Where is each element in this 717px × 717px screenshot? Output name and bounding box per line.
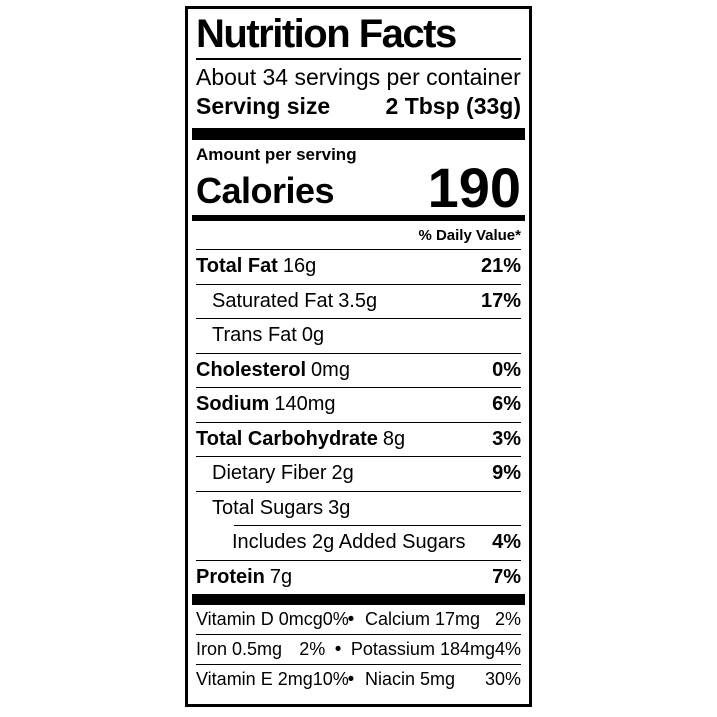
nutrient-name: Sodium — [196, 393, 270, 416]
bullet-icon: • — [347, 669, 355, 690]
nutrient-row-sodium: Sodium 140mg 6% — [196, 387, 521, 422]
nutrient-amount: 8g — [382, 427, 406, 450]
micronutrient-name: Vitamin D 0mcg — [196, 609, 323, 629]
nutrient-amount: 16g — [282, 255, 317, 278]
nutrient-row-saturated-fat: Saturated Fat 3.5g 17% — [196, 283, 521, 319]
nutrient-amount: 2g — [331, 462, 354, 485]
calories-label: Calories — [196, 170, 335, 211]
serving-size-row: Serving size 2 Tbsp (33g) — [196, 92, 521, 128]
nutrient-name-amount: Dietary Fiber 2g — [196, 462, 354, 485]
nutrient-name: Includes 2g Added Sugars — [232, 531, 466, 554]
nutrient-amount: 140mg — [274, 393, 336, 416]
nutrient-name-amount: Total Fat 16g — [196, 255, 316, 278]
micronutrient-row-1: Vitamin D 0mcg 0% • Calcium 17mg 2% — [196, 605, 521, 634]
calories-row: Calories 190 — [196, 156, 521, 219]
micronutrient-name: Niacin 5mg — [365, 669, 456, 689]
micronutrient-name: Vitamin E 2mg — [196, 669, 313, 689]
micronutrient-right: Niacin 5mg 30% — [365, 669, 521, 690]
nutrient-name-amount: Protein 7g — [196, 566, 292, 589]
nutrient-name: Protein — [196, 565, 265, 588]
nutrient-dv: 0% — [492, 358, 521, 381]
micronutrient-left: Vitamin D 0mcg 0% — [196, 609, 349, 630]
nutrient-amount: 0g — [301, 324, 325, 347]
nutrient-dv: 9% — [492, 462, 521, 485]
nutrient-name: Saturated Fat — [212, 289, 334, 312]
nutrient-amount: 7g — [269, 565, 293, 588]
serving-size-label: Serving size — [196, 93, 331, 119]
micronutrient-row-3: Vitamin E 2mg 10% • Niacin 5mg 30% — [196, 664, 521, 694]
nutrient-name: Cholesterol — [196, 358, 307, 381]
nutrient-amount: 3g — [328, 496, 351, 519]
calories-value: 190 — [427, 156, 521, 219]
micronutrient-dv: 0% — [322, 609, 349, 629]
nutrient-name-amount: Saturated Fat 3.5g — [196, 290, 377, 313]
nutrient-name-amount: Total Sugars 3g — [196, 497, 350, 520]
micronutrient-name: Potassium 184mg — [350, 639, 495, 659]
nutrient-row-total-sugars: Total Sugars 3g — [196, 490, 521, 526]
micronutrient-dv: 30% — [484, 669, 521, 689]
nutrient-name-amount: Trans Fat 0g — [196, 324, 324, 347]
nutrient-name: Total Fat — [196, 255, 278, 278]
serving-size-value: 2 Tbsp (33g) — [385, 93, 521, 119]
nutrient-name: Total Sugars — [212, 496, 324, 519]
bullet-icon: • — [334, 639, 342, 660]
nutrient-name-amount: Total Carbohydrate 8g — [196, 428, 405, 451]
label-title: Nutrition Facts — [196, 9, 521, 60]
micronutrient-name: Calcium 17mg — [365, 609, 481, 629]
nutrient-name: Dietary Fiber — [212, 462, 327, 485]
micronutrient-dv: 2% — [299, 639, 326, 659]
micronutrient-right: Calcium 17mg 2% — [365, 609, 521, 630]
nutrient-name-amount: Includes 2g Added Sugars — [196, 531, 466, 554]
nutrient-row-total-carbohydrate: Total Carbohydrate 8g 3% — [196, 421, 521, 457]
nutrient-row-total-fat: Total Fat 16g 21% — [196, 249, 521, 284]
micronutrient-name: Iron 0.5mg — [196, 639, 283, 659]
micronutrient-row-2: Iron 0.5mg 2% • Potassium 184mg 4% — [196, 634, 521, 664]
nutrient-amount: 3.5g — [338, 289, 378, 312]
thick-divider-bottom — [192, 594, 525, 605]
micronutrient-right: Potassium 184mg 4% — [351, 639, 521, 660]
nutrient-amount: 0mg — [311, 358, 350, 381]
micronutrient-left: Iron 0.5mg 2% — [196, 639, 325, 660]
daily-value-header: % Daily Value* — [418, 227, 521, 244]
nutrient-dv: 21% — [480, 255, 521, 278]
thick-divider-top — [192, 128, 525, 140]
nutrition-facts-label: Nutrition Facts About 34 servings per co… — [185, 6, 532, 707]
nutrient-dv: 3% — [492, 427, 521, 450]
nutrient-dv: 7% — [492, 565, 521, 588]
nutrient-dv: 6% — [492, 393, 521, 416]
micronutrient-dv: 2% — [494, 609, 521, 629]
nutrient-row-added-sugars: Includes 2g Added Sugars 4% — [196, 526, 521, 560]
bullet-icon: • — [347, 609, 355, 630]
servings-per-container: About 34 servings per container — [196, 64, 521, 90]
nutrient-row-dietary-fiber: Dietary Fiber 2g 9% — [196, 456, 521, 491]
nutrient-row-cholesterol: Cholesterol 0mg 0% — [196, 352, 521, 388]
medium-divider — [192, 215, 525, 221]
nutrient-dv: 17% — [480, 289, 521, 312]
nutrient-row-protein: Protein 7g 7% — [196, 559, 521, 595]
micronutrient-left: Vitamin E 2mg 10% — [196, 669, 349, 690]
nutrient-row-trans-fat: Trans Fat 0g — [196, 318, 521, 353]
indented-divider — [234, 525, 521, 526]
micronutrient-dv: 4% — [494, 639, 521, 659]
nutrient-dv: 4% — [492, 531, 521, 554]
micronutrient-dv: 10% — [312, 669, 349, 689]
nutrient-name: Total Carbohydrate — [196, 427, 378, 450]
nutrient-name-amount: Cholesterol 0mg — [196, 359, 350, 382]
nutrient-name-amount: Sodium 140mg — [196, 393, 336, 416]
amount-per-serving-label: Amount per serving — [196, 145, 357, 164]
nutrient-name: Trans Fat — [212, 324, 297, 347]
